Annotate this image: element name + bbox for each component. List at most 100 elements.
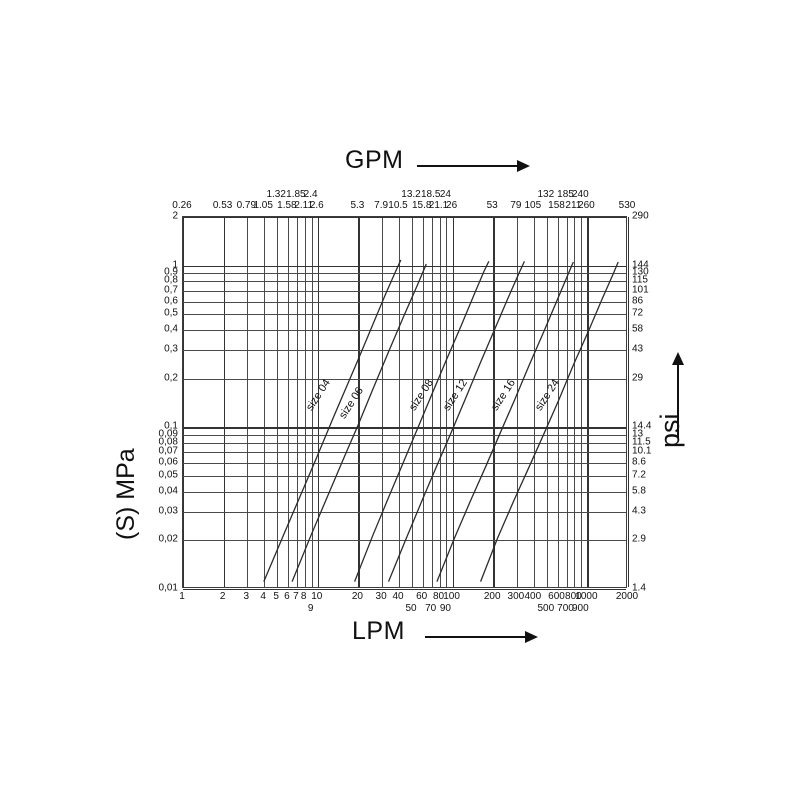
gpm-tick: 0.26 [172, 200, 192, 211]
gpm-tick: 2.4 [303, 189, 318, 200]
gpm-tick: 132 [537, 189, 555, 200]
mpa-tick: 0,4 [164, 323, 178, 335]
mpa-tick: 0,5 [164, 307, 178, 319]
mpa-tick: 0,6 [164, 295, 178, 306]
gridline-v [431, 217, 433, 587]
psi-tick: 72 [632, 307, 644, 319]
gpm-tick: 1.32 [266, 189, 286, 200]
gridline-v [183, 217, 185, 587]
plot-area: size 04 size 06 size 08 size 12 size 16 size … [182, 216, 630, 591]
gpm-tick: 53 [486, 200, 498, 211]
gpm-tick: 105 [524, 200, 542, 211]
gridline-v [247, 217, 249, 587]
gridline-v [439, 217, 441, 587]
gridline-v [628, 217, 630, 587]
lpm-tick: 30 [375, 591, 387, 602]
lpm-tick: 2 [219, 591, 226, 602]
lpm-tick: 90 [439, 603, 451, 614]
psi-tick: 29 [632, 372, 644, 384]
mpa-tick: 0,07 [158, 445, 178, 457]
curve-size-12 [387, 261, 526, 582]
gridline-v [398, 217, 400, 587]
gridline-v [587, 217, 589, 587]
gridline-h [183, 378, 626, 380]
mpa-tick: 0,9 [164, 266, 178, 278]
gridline-h [183, 281, 626, 283]
lpm-tick: 400 [524, 591, 542, 602]
gpm-tick: 10.5 [388, 200, 408, 211]
gridline-v [382, 217, 384, 587]
lpm-tick: 1 [179, 591, 185, 602]
gridline-v [546, 217, 548, 587]
gridline-v [358, 217, 360, 587]
gridline-v [296, 217, 298, 587]
lpm-tick: 4 [260, 591, 266, 602]
lpm-tick: 80 [432, 591, 445, 602]
gpm-tick: 158 [548, 200, 565, 211]
gridline-h [183, 290, 626, 292]
gridline-h [183, 476, 626, 477]
lpm-tick: 5 [273, 591, 279, 602]
lpm-tick: 900 [571, 603, 589, 614]
mpa-tick: 2 [172, 210, 178, 222]
gpm-tick: 18.5 [420, 189, 441, 200]
lpm-direction-arrow-icon [425, 631, 540, 643]
gpm-tick: 21.1 [428, 200, 449, 211]
lpm-tick: 300 [507, 591, 525, 602]
gpm-tick: 1.85 [286, 189, 306, 200]
lpm-tick: 10 [311, 591, 323, 602]
gridline-v [566, 217, 568, 587]
psi-tick: 7.2 [632, 469, 646, 481]
lpm-tick: 3 [243, 591, 250, 602]
gridline-v [452, 217, 454, 587]
psi-tick: 115 [632, 274, 648, 286]
gpm-tick: 1.58 [277, 200, 297, 211]
lpm-tick: 100 [443, 591, 460, 602]
lpm-tick: 500 [537, 603, 555, 614]
gridline-v [317, 217, 320, 587]
psi-tick: 43 [632, 343, 644, 355]
psi-tick: 1.4 [632, 582, 646, 594]
gpm-tick: 240 [571, 189, 589, 200]
mpa-tick: 1 [172, 259, 178, 271]
gpm-tick: 530 [618, 200, 636, 211]
gridline-h [183, 491, 626, 493]
psi-direction-arrow-icon [672, 352, 684, 438]
mpa-tick: 0,04 [158, 485, 178, 497]
lpm-tick: 6 [284, 591, 290, 602]
mpa-tick: 0,03 [158, 505, 178, 517]
curve-size-04 [263, 259, 402, 582]
lpm-tick: 9 [307, 603, 314, 614]
gridline-h [183, 301, 626, 303]
gpm-tick: 185 [557, 189, 574, 200]
gpm-tick: 26 [446, 200, 458, 211]
psi-tick: 2.9 [632, 533, 646, 545]
gpm-tick: 211 [565, 200, 582, 211]
gridline-h [183, 434, 626, 436]
gpm-tick: 5.3 [350, 200, 365, 211]
psi-tick: 10.1 [632, 445, 652, 457]
psi-tick: 144 [632, 259, 649, 271]
mpa-tick: 0,08 [158, 436, 178, 448]
psi-tick: 86 [632, 295, 644, 306]
mpa-tick: 0,02 [158, 533, 178, 545]
psi-tick: 4.3 [632, 505, 646, 517]
psi-tick: 11.5 [632, 436, 651, 448]
mpa-tick: 0,09 [158, 428, 178, 440]
gridline-v [516, 217, 518, 587]
psi-tick: 14.4 [632, 420, 652, 432]
gridline-h [183, 452, 626, 454]
lpm-tick: 8 [300, 591, 307, 602]
gridline-v [581, 217, 583, 587]
mpa-tick: 0,1 [164, 420, 178, 432]
gridline-v [574, 217, 576, 587]
gridline-v [533, 217, 535, 587]
lpm-tick: 600 [548, 591, 565, 602]
gpm-tick: 260 [578, 200, 595, 211]
curve-size-06 [291, 263, 427, 582]
gridline-h [183, 273, 626, 275]
gridline-h [183, 350, 626, 352]
lpm-tick: 40 [392, 591, 404, 602]
gridline-h [183, 265, 626, 268]
lpm-tick: 1000 [575, 591, 598, 602]
